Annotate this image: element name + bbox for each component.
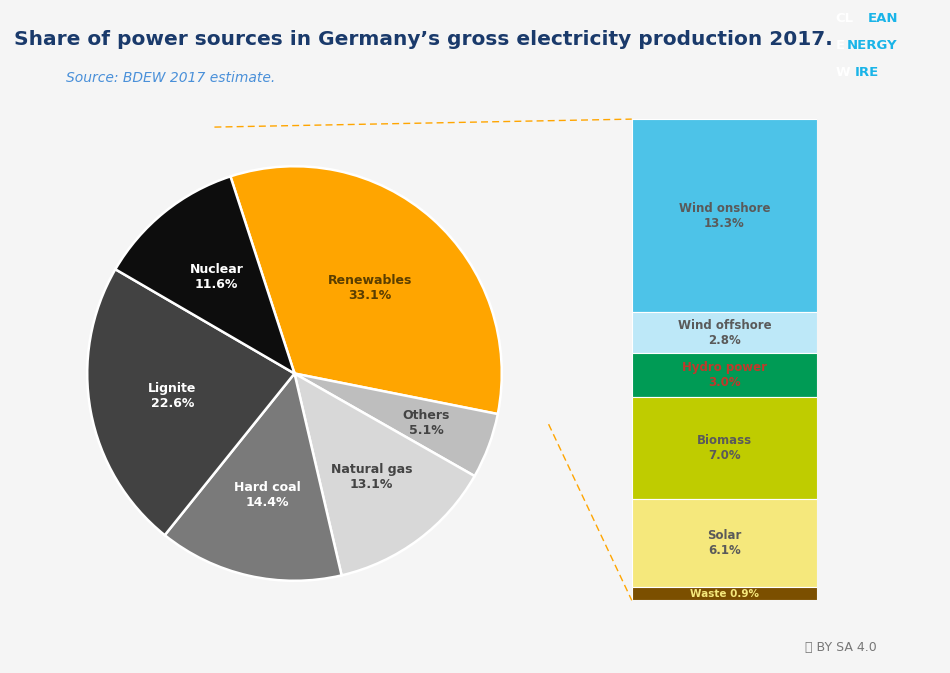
Text: Natural gas
13.1%: Natural gas 13.1% [331, 462, 412, 491]
Text: Hard coal
14.4%: Hard coal 14.4% [234, 481, 300, 509]
Bar [632, 119, 817, 312]
Bar [632, 588, 817, 600]
Bar [632, 353, 817, 397]
Wedge shape [164, 374, 342, 581]
Text: W: W [836, 66, 850, 79]
Text: Hydro power
3.0%: Hydro power 3.0% [682, 361, 767, 389]
Text: Wind onshore
13.3%: Wind onshore 13.3% [678, 202, 770, 229]
Text: Renewables
33.1%: Renewables 33.1% [328, 275, 412, 302]
Text: NERGY: NERGY [847, 39, 898, 52]
Text: Share of power sources in Germany’s gross electricity production 2017.: Share of power sources in Germany’s gros… [14, 30, 833, 49]
Text: Waste 0.9%: Waste 0.9% [690, 589, 759, 599]
Bar [632, 312, 817, 353]
Wedge shape [115, 176, 294, 374]
Text: Source: BDEW 2017 estimate.: Source: BDEW 2017 estimate. [66, 71, 276, 85]
Text: ⓒ BY SA 4.0: ⓒ BY SA 4.0 [805, 641, 877, 654]
Text: CL: CL [836, 12, 854, 26]
Wedge shape [231, 166, 502, 414]
Text: Wind offshore
2.8%: Wind offshore 2.8% [677, 319, 771, 347]
Text: Solar
6.1%: Solar 6.1% [707, 529, 742, 557]
Text: IRE: IRE [855, 66, 880, 79]
Text: Lignite
22.6%: Lignite 22.6% [148, 382, 197, 411]
Text: Others
5.1%: Others 5.1% [403, 409, 450, 437]
Bar [632, 397, 817, 499]
Wedge shape [87, 269, 294, 535]
Wedge shape [294, 374, 498, 476]
Text: E: E [836, 39, 845, 52]
Text: EAN: EAN [867, 12, 898, 26]
Text: Biomass
7.0%: Biomass 7.0% [696, 433, 752, 462]
Wedge shape [294, 374, 475, 575]
Text: Nuclear
11.6%: Nuclear 11.6% [189, 262, 243, 291]
Bar [632, 499, 817, 588]
